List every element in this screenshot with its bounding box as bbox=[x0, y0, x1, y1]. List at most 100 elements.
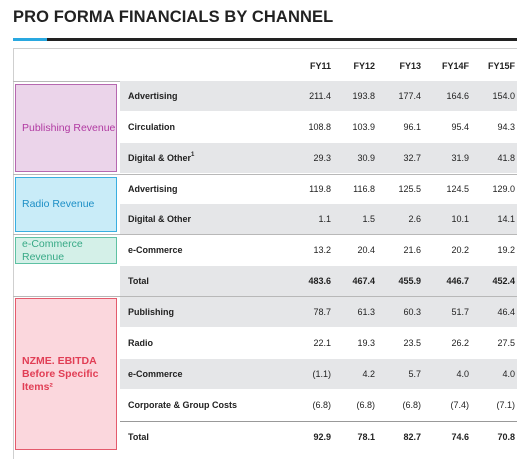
table-row: e-Commerce 13.2 20.4 21.6 20.2 19.2 bbox=[120, 235, 517, 265]
cell-fy13: 2.6 bbox=[408, 214, 421, 224]
cell-fy15f: 129.0 bbox=[492, 184, 515, 194]
row-label: Advertising bbox=[128, 91, 178, 101]
row-label: Digital & Other 1 bbox=[128, 143, 194, 173]
group-ecommerce-revenue: e-Commerce Revenue bbox=[15, 237, 117, 264]
cell-fy12: 467.4 bbox=[352, 276, 375, 286]
cell-fy13: 5.7 bbox=[408, 369, 421, 379]
cell-fy15f: 154.0 bbox=[492, 91, 515, 101]
cell-fy13: 125.5 bbox=[398, 184, 421, 194]
publishing-separator bbox=[13, 174, 517, 175]
row-label: e-Commerce bbox=[128, 369, 183, 379]
cell-fy13: 32.7 bbox=[403, 153, 421, 163]
cell-fy12: 1.5 bbox=[362, 214, 375, 224]
cell-fy15f: 27.5 bbox=[497, 338, 515, 348]
cell-fy14f: 31.9 bbox=[451, 153, 469, 163]
title-rule bbox=[13, 38, 517, 41]
cell-fy15f: 14.1 bbox=[497, 214, 515, 224]
cell-fy12: 19.3 bbox=[357, 338, 375, 348]
cell-fy11: 29.3 bbox=[313, 153, 331, 163]
cell-fy12: 30.9 bbox=[357, 153, 375, 163]
row-label: Publishing bbox=[128, 307, 174, 317]
cell-fy14f: 26.2 bbox=[451, 338, 469, 348]
row-label: Digital & Other bbox=[128, 214, 192, 224]
row-label: Radio bbox=[128, 338, 154, 348]
cell-fy12: 20.4 bbox=[357, 245, 375, 255]
cell-fy11: 211.4 bbox=[309, 91, 331, 101]
cell-fy12: 4.2 bbox=[362, 369, 375, 379]
row-label: Advertising bbox=[128, 184, 178, 194]
cell-fy15f: (7.1) bbox=[496, 400, 515, 410]
cell-fy11: 22.1 bbox=[313, 338, 331, 348]
row-label-text: Digital & Other bbox=[128, 153, 192, 163]
cell-fy14f: 10.1 bbox=[451, 214, 469, 224]
cell-fy13: 96.1 bbox=[403, 122, 421, 132]
table-row: Corporate & Group Costs (6.8) (6.8) (6.8… bbox=[120, 390, 517, 420]
row-label: Total bbox=[128, 276, 149, 286]
row-label: e-Commerce bbox=[128, 245, 183, 255]
cell-fy15f: 4.0 bbox=[502, 369, 515, 379]
group-nzme-ebitda: NZME. EBITDA Before Specific Items² bbox=[15, 298, 117, 450]
cell-fy14f: 95.4 bbox=[451, 122, 469, 132]
column-header-fy12: FY12 bbox=[353, 61, 375, 71]
cell-fy11: (6.8) bbox=[312, 400, 331, 410]
row-label: Circulation bbox=[128, 122, 176, 132]
cell-fy11: 78.7 bbox=[313, 307, 331, 317]
table-row: Circulation 108.8 103.9 96.1 95.4 94.3 bbox=[120, 112, 517, 142]
column-header-fy11: FY11 bbox=[309, 61, 331, 71]
cell-fy11: 108.8 bbox=[308, 122, 331, 132]
table-row-ebitda-total: Total 92.9 78.1 82.7 74.6 70.8 bbox=[120, 421, 517, 451]
table-row-revenue-total: Total 483.6 467.4 455.9 446.7 452.4 bbox=[120, 266, 517, 296]
cell-fy11: 119.8 bbox=[309, 184, 331, 194]
cell-fy14f: 4.0 bbox=[456, 369, 469, 379]
cell-fy13: 23.5 bbox=[403, 338, 421, 348]
cell-fy15f: 19.2 bbox=[497, 245, 515, 255]
row-label: Corporate & Group Costs bbox=[128, 400, 238, 410]
cell-fy13: 455.9 bbox=[398, 276, 421, 286]
cell-fy13: 82.7 bbox=[403, 431, 421, 442]
table-row: Radio 22.1 19.3 23.5 26.2 27.5 bbox=[120, 328, 517, 358]
cell-fy14f: (7.4) bbox=[450, 400, 469, 410]
cell-fy14f: 446.7 bbox=[446, 276, 469, 286]
table-frame bbox=[13, 48, 517, 459]
table-row: Advertising 211.4 193.8 177.4 164.6 154.… bbox=[120, 81, 517, 111]
table-row: e-Commerce (1.1) 4.2 5.7 4.0 4.0 bbox=[120, 359, 517, 389]
cell-fy13: (6.8) bbox=[402, 400, 421, 410]
cell-fy14f: 51.7 bbox=[451, 307, 469, 317]
cell-fy13: 60.3 bbox=[403, 307, 421, 317]
cell-fy15f: 452.4 bbox=[492, 276, 515, 286]
cell-fy12: 61.3 bbox=[357, 307, 375, 317]
footnote-marker: 1 bbox=[191, 152, 195, 158]
cell-fy11: (1.1) bbox=[312, 369, 331, 379]
column-header-fy15f: FY15F bbox=[487, 61, 515, 71]
cell-fy11: 92.9 bbox=[313, 431, 331, 442]
cell-fy15f: 94.3 bbox=[497, 122, 515, 132]
cell-fy11: 13.2 bbox=[313, 245, 331, 255]
row-label: Total bbox=[128, 431, 149, 442]
table-row: Digital & Other 1 29.3 30.9 32.7 31.9 41.… bbox=[120, 143, 517, 173]
cell-fy13: 21.6 bbox=[403, 245, 421, 255]
cell-fy12: 103.9 bbox=[352, 122, 375, 132]
cell-fy15f: 41.8 bbox=[497, 153, 515, 163]
table-row: Publishing 78.7 61.3 60.3 51.7 46.4 bbox=[120, 297, 517, 327]
cell-fy11: 483.6 bbox=[308, 276, 331, 286]
cell-fy14f: 164.6 bbox=[446, 91, 469, 101]
cell-fy12: 78.1 bbox=[357, 431, 375, 442]
cell-fy13: 177.4 bbox=[398, 91, 421, 101]
cell-fy14f: 124.5 bbox=[446, 184, 469, 194]
group-publishing-revenue: Publishing Revenue bbox=[15, 84, 117, 172]
title-accent bbox=[13, 38, 47, 41]
cell-fy15f: 46.4 bbox=[497, 307, 515, 317]
cell-fy14f: 20.2 bbox=[451, 245, 469, 255]
cell-fy12: 193.8 bbox=[352, 91, 375, 101]
revenue-total-separator bbox=[13, 296, 517, 297]
column-header-fy13: FY13 bbox=[399, 61, 421, 71]
cell-fy15f: 70.8 bbox=[497, 431, 515, 442]
cell-fy14f: 74.6 bbox=[451, 431, 469, 442]
radio-separator bbox=[13, 234, 517, 235]
cell-fy12: (6.8) bbox=[356, 400, 375, 410]
group-radio-revenue: Radio Revenue bbox=[15, 177, 117, 232]
cell-fy11: 1.1 bbox=[318, 214, 331, 224]
table-row: Digital & Other 1.1 1.5 2.6 10.1 14.1 bbox=[120, 204, 517, 234]
column-header-fy14f: FY14F bbox=[441, 61, 469, 71]
page-title: PRO FORMA FINANCIALS BY CHANNEL bbox=[13, 8, 334, 26]
